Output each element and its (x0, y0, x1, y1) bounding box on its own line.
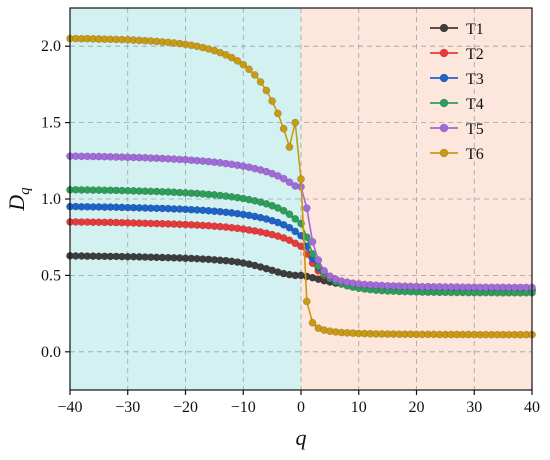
legend-item-T2: T2 (430, 46, 484, 63)
y-tick-label: 1.5 (41, 115, 61, 132)
series-T6 (66, 34, 536, 339)
x-tick-label: −10 (231, 399, 256, 416)
legend-marker (439, 73, 449, 83)
data-point-T6 (297, 175, 305, 183)
legend-marker (439, 23, 449, 33)
legend-label: T1 (466, 21, 484, 38)
x-tick-label: −20 (173, 399, 198, 416)
y-tick-label: 0.0 (41, 344, 61, 361)
legend-marker (439, 123, 449, 133)
x-tick-label: 40 (524, 399, 540, 416)
y-axis-title-subscript: q (17, 187, 33, 195)
data-point-T5 (279, 174, 288, 183)
legend-label: T5 (466, 121, 484, 138)
legend-label: T6 (466, 146, 484, 163)
data-point-T5 (308, 237, 317, 246)
data-point-T5 (320, 266, 328, 275)
y-tick-label: 2.0 (41, 38, 61, 55)
data-point-T5 (326, 272, 334, 281)
x-tick-label: −40 (57, 399, 82, 416)
data-point-T5 (285, 178, 294, 187)
data-point-T6 (227, 53, 236, 62)
data-point-T6 (274, 109, 282, 118)
data-point-T4 (285, 210, 294, 219)
data-point-T6 (256, 78, 265, 86)
data-point-T5 (302, 204, 311, 213)
legend-item-T5: T5 (430, 121, 484, 138)
data-point-T6 (285, 143, 294, 151)
data-point-T6 (245, 65, 253, 74)
data-point-T6 (302, 297, 311, 306)
legend-label: T3 (466, 71, 484, 88)
legend-marker (439, 98, 449, 108)
data-point-T5 (314, 256, 323, 264)
data-point-T4 (291, 215, 300, 223)
y-axis-title-main: D (4, 195, 29, 212)
x-tick-label: 20 (409, 399, 425, 416)
gridlines (70, 8, 532, 390)
legend-marker (439, 148, 449, 158)
data-point-T2 (285, 236, 294, 245)
legend-label: T4 (466, 96, 484, 113)
x-tick-label: 30 (466, 399, 482, 416)
series-T4 (66, 185, 536, 297)
x-tick-label: 10 (351, 399, 367, 416)
data-point-T6 (291, 118, 300, 127)
axis-ticks: −40 −30 −20 −10 0 10 20 30 40 0.0 0.5 1.0 1.5 2.0 (41, 38, 540, 416)
y-axis-title: Dq (4, 187, 33, 212)
series-lines (66, 34, 536, 339)
data-point-T6 (262, 86, 271, 95)
data-point-T6 (233, 57, 242, 65)
x-axis-title: q (296, 425, 307, 450)
data-point-T3 (285, 223, 294, 232)
x-tick-label: 0 (297, 399, 305, 416)
legend: T1 T2 T3 T4 T5 T6 (430, 21, 484, 163)
legend-item-T4: T4 (430, 96, 484, 113)
legend-item-T1: T1 (430, 21, 484, 38)
data-point-T6 (250, 71, 259, 79)
data-point-T6 (279, 124, 288, 133)
data-point-T6 (239, 60, 248, 69)
data-point-T4 (279, 206, 288, 215)
data-point-T3 (291, 227, 300, 236)
data-point-T2 (291, 239, 300, 248)
y-tick-label: 0.5 (41, 267, 61, 284)
x-tick-label: −30 (115, 399, 140, 416)
y-tick-label: 1.0 (41, 191, 61, 208)
legend-marker (439, 48, 449, 58)
legend-label: T2 (466, 46, 484, 63)
legend-item-T6: T6 (430, 146, 484, 163)
data-point-T3 (279, 220, 288, 229)
data-point-T6 (268, 97, 276, 105)
legend-item-T3: T3 (430, 71, 484, 88)
data-point-T6 (308, 318, 317, 327)
